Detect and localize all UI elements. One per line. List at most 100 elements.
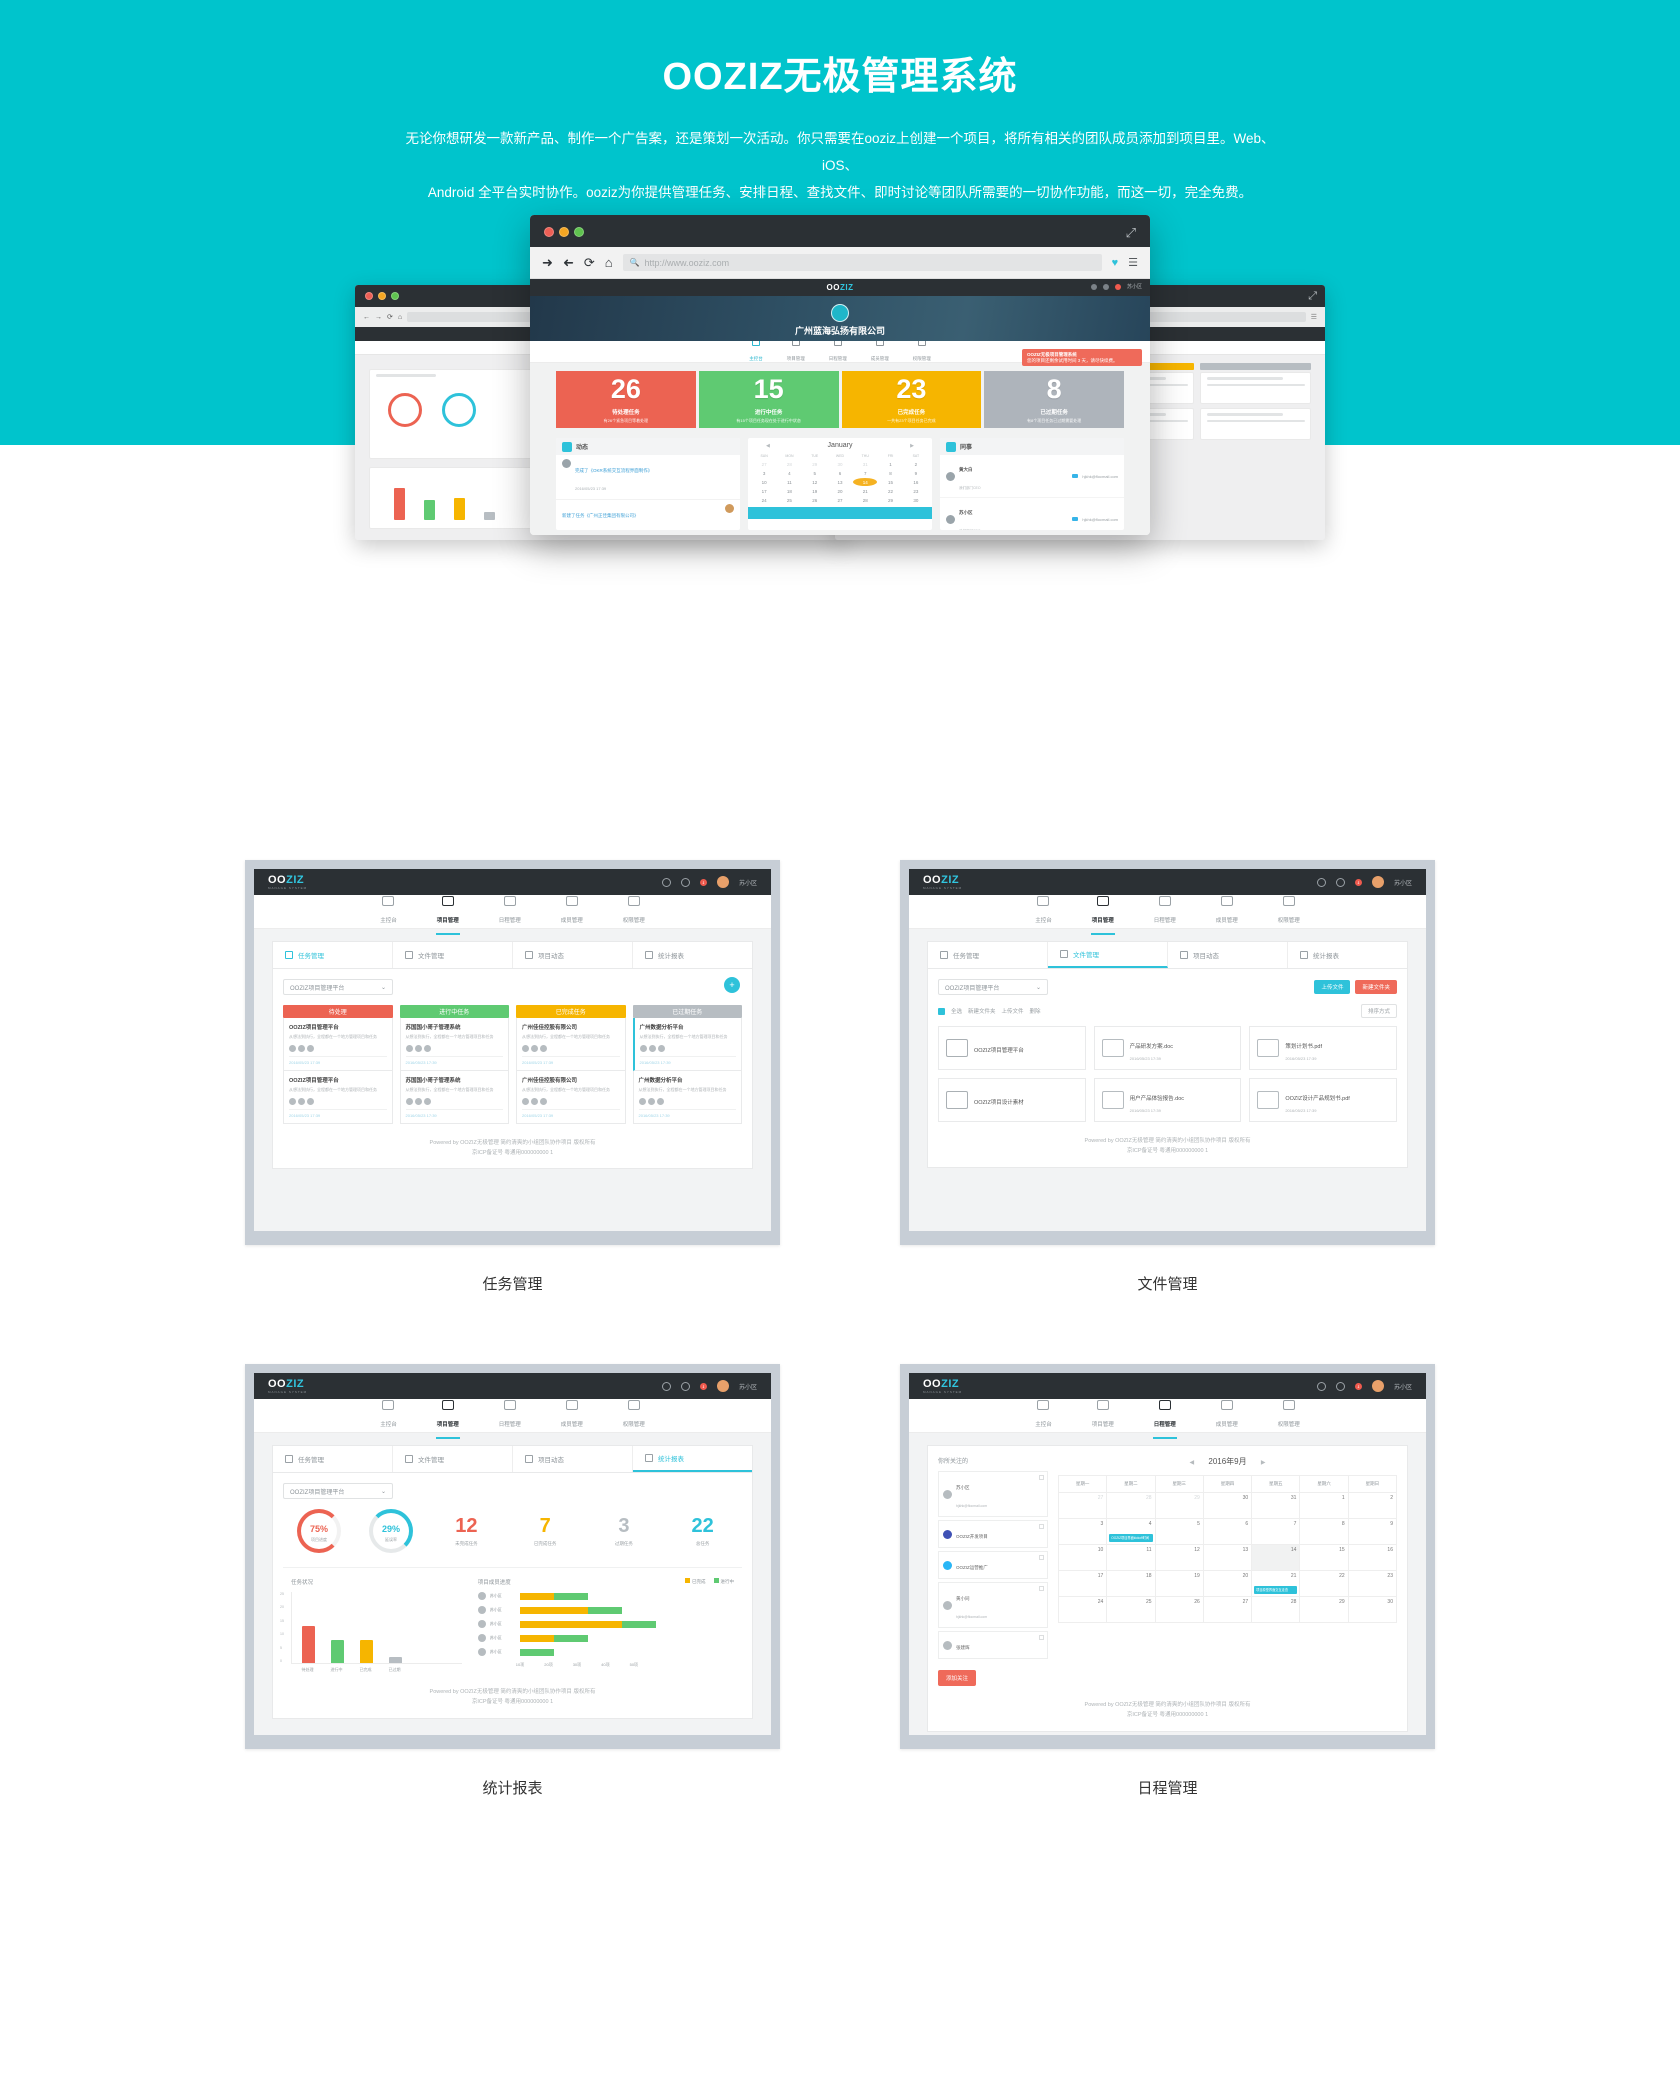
- close-icon[interactable]: [1039, 1475, 1044, 1480]
- calendar-day[interactable]: 30: [837, 461, 843, 467]
- watch-item[interactable]: OOZIZ运营推广: [938, 1551, 1048, 1579]
- calendar-day[interactable]: 27: [761, 461, 767, 467]
- nav-item-calendar[interactable]: 日程管理: [1152, 1400, 1177, 1439]
- nav-item-permission[interactable]: 权限管理: [623, 1400, 645, 1431]
- calendar-cell[interactable]: 29: [1155, 1493, 1204, 1519]
- nav-item-permission[interactable]: 权限管理: [623, 896, 645, 927]
- tab-statistics[interactable]: 统计报表: [633, 1446, 752, 1472]
- calendar-day-selected[interactable]: 14: [853, 478, 878, 486]
- calendar-cell[interactable]: 28: [1252, 1597, 1301, 1623]
- minimize-dot[interactable]: [378, 292, 386, 300]
- calendar-day[interactable]: 16: [913, 479, 919, 485]
- app-logo[interactable]: OOZIZ MANAGE SYSTEM: [923, 874, 963, 890]
- calendar-cell[interactable]: 12: [1155, 1545, 1204, 1571]
- calendar-day[interactable]: 22: [888, 488, 894, 494]
- nav-item-members[interactable]: 成员管理: [561, 896, 583, 927]
- upload-file-button[interactable]: 上传文件: [1314, 980, 1351, 994]
- user-icon[interactable]: [1335, 877, 1345, 887]
- calendar-day[interactable]: 9: [914, 470, 918, 476]
- calendar-cell[interactable]: 26: [1155, 1597, 1204, 1623]
- calendar-day[interactable]: 7: [864, 470, 867, 476]
- stat-card-inprogress[interactable]: 15 进行中任务 有15个项目任务现在处于进行中状态: [698, 371, 839, 428]
- calendar-cell[interactable]: 9: [1348, 1519, 1397, 1545]
- home-icon[interactable]: ⌂: [397, 313, 403, 321]
- project-select[interactable]: OOZIZ项目管理平台 ⌄: [283, 979, 393, 995]
- calendar-day[interactable]: 26: [812, 497, 818, 503]
- calendar-event[interactable]: OOZIZ项目界面kickoff时间: [1109, 1533, 1153, 1542]
- nav-item-calendar[interactable]: 日程管理: [499, 1400, 521, 1431]
- nav-item-project[interactable]: 项目管理: [787, 338, 805, 365]
- watch-item[interactable]: 苏小区 hjkhk@flocmail.com: [938, 1471, 1048, 1517]
- calendar-day[interactable]: 25: [786, 497, 792, 503]
- calendar-day[interactable]: 31: [862, 461, 868, 467]
- calendar-cell[interactable]: 27: [1203, 1597, 1253, 1623]
- user-icon[interactable]: [680, 877, 690, 887]
- toolbar-upload[interactable]: 上传文件: [1001, 1009, 1024, 1015]
- calendar-cell[interactable]: 31: [1252, 1493, 1301, 1519]
- calendar-day[interactable]: 11: [787, 479, 792, 485]
- search-icon[interactable]: [1316, 1381, 1326, 1391]
- tab-project-activity[interactable]: 项目动态: [1168, 942, 1288, 968]
- calendar-day[interactable]: 24: [761, 497, 767, 503]
- maximize-dot[interactable]: [391, 292, 399, 300]
- notification-icon[interactable]: 1: [1354, 878, 1362, 886]
- select-all-checkbox[interactable]: [938, 1007, 945, 1015]
- notification-icon[interactable]: [1114, 283, 1121, 290]
- calendar-day[interactable]: 21: [862, 488, 868, 494]
- stat-card-overdue[interactable]: 8 已过期任务 有8个项目任务已过期需要处理: [984, 371, 1124, 428]
- task-card[interactable]: 广州佳佳控股有限公司 从想法到执行，全程都在一个地方管理项目和任务 2016/0…: [516, 1070, 626, 1124]
- avatar[interactable]: [716, 1380, 729, 1392]
- close-icon[interactable]: [1039, 1524, 1044, 1529]
- calendar-cell-event[interactable]: 21 项目原型界面交互走查: [1252, 1571, 1301, 1597]
- nav-item-calendar[interactable]: 日程管理: [1154, 896, 1176, 927]
- add-watch-button[interactable]: 添加关注: [938, 1670, 977, 1686]
- tab-task-management[interactable]: 任务管理: [273, 1446, 393, 1472]
- new-folder-button[interactable]: 新建文件夹: [1355, 980, 1397, 994]
- notification-icon[interactable]: 1: [699, 878, 707, 886]
- tab-file-management[interactable]: 文件管理: [393, 1446, 513, 1472]
- user-icon[interactable]: [1102, 283, 1109, 290]
- calendar-day[interactable]: 28: [786, 461, 792, 467]
- calendar-cell[interactable]: 7: [1252, 1519, 1301, 1545]
- add-task-button[interactable]: +: [724, 977, 740, 993]
- calendar-cell[interactable]: 30: [1348, 1597, 1397, 1623]
- hamburger-icon[interactable]: ☰: [1128, 257, 1138, 269]
- minimize-dot[interactable]: [559, 227, 569, 237]
- user-menu-label[interactable]: 苏小区: [738, 1384, 757, 1391]
- nav-item-permission[interactable]: 权限管理: [913, 338, 931, 365]
- calendar-cell[interactable]: 23: [1348, 1571, 1397, 1597]
- chevron-left-icon[interactable]: ◀: [1189, 1460, 1195, 1466]
- mail-icon[interactable]: [1072, 517, 1079, 521]
- user-menu-label[interactable]: 苏小区: [1126, 284, 1142, 290]
- nav-item-dashboard[interactable]: 主控台: [1035, 1400, 1052, 1431]
- nav-item-project[interactable]: 项目管理: [1092, 1400, 1114, 1431]
- nav-item-dashboard[interactable]: 主控台: [380, 896, 397, 927]
- calendar-cell[interactable]: 2: [1348, 1493, 1397, 1519]
- calendar-day[interactable]: 18: [786, 488, 792, 494]
- nav-item-project[interactable]: 项目管理: [435, 1400, 460, 1439]
- calendar-cell[interactable]: 10: [1059, 1545, 1108, 1571]
- watch-item[interactable]: 黄小同 hjkhk@flocmail.com: [938, 1582, 1048, 1628]
- toolbar-new-folder[interactable]: 新建文件夹: [968, 1009, 996, 1015]
- nav-item-dashboard[interactable]: 主控台: [1035, 896, 1052, 927]
- calendar-cell[interactable]: 8: [1300, 1519, 1349, 1545]
- calendar-footer-bar[interactable]: [748, 507, 932, 519]
- calendar-cell[interactable]: 16: [1348, 1545, 1397, 1571]
- chevron-right-icon[interactable]: ▶: [910, 443, 914, 449]
- task-card[interactable]: 广州佳佳控股有限公司 从想法到执行，全程都在一个地方管理项目和任务 2016/0…: [516, 1018, 626, 1071]
- stat-card-completed[interactable]: 23 已完成任务 一共有23个项目任务已完成: [841, 371, 982, 428]
- calendar-cell[interactable]: 1: [1300, 1493, 1349, 1519]
- calendar-day[interactable]: 2: [914, 461, 918, 467]
- calendar-cell[interactable]: 22: [1300, 1571, 1349, 1597]
- calendar-cell[interactable]: 6: [1203, 1519, 1253, 1545]
- app-logo[interactable]: OOZIZ MANAGE SYSTEM: [268, 1378, 308, 1394]
- project-select[interactable]: OOZIZ项目管理平台 ⌄: [283, 1483, 393, 1499]
- calendar-cell[interactable]: 19: [1155, 1571, 1204, 1597]
- calendar-cell[interactable]: 25: [1107, 1597, 1156, 1623]
- maximize-dot[interactable]: [574, 227, 584, 237]
- calendar-day[interactable]: 17: [761, 488, 767, 494]
- colleague-row[interactable]: 苏小区我们部门CEO hjkhk@flocmail.com: [940, 498, 1124, 530]
- nav-item-calendar[interactable]: 日程管理: [499, 896, 521, 927]
- calendar-cell[interactable]: 30: [1203, 1493, 1253, 1519]
- file-item[interactable]: 用户产品体验报告.doc 2016/05/23 17:39: [1093, 1078, 1242, 1122]
